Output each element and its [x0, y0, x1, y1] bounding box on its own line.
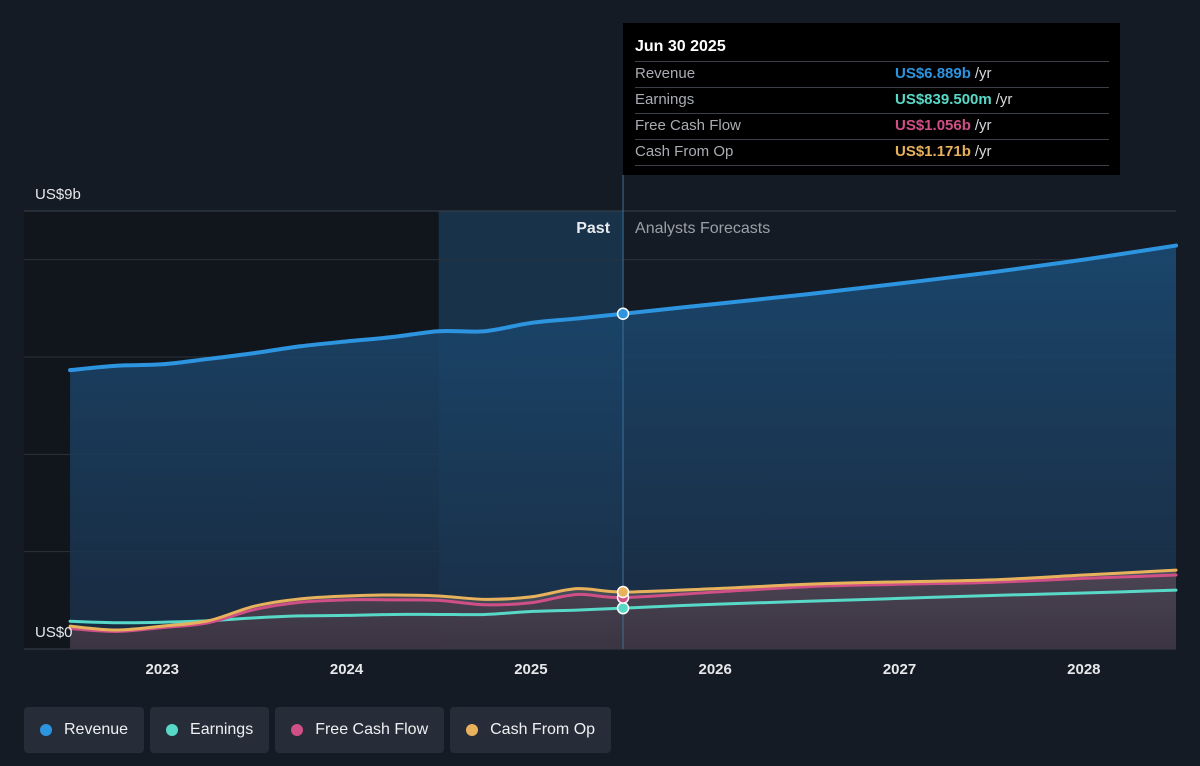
past-label: Past [576, 220, 610, 237]
chart-labels: US$9b US$0 Past Analysts Forecasts 2023 2024 2… [35, 186, 1101, 678]
tooltip-row-cash-from-op: Cash From Op US$1.171b/yr [635, 139, 1109, 166]
tooltip-row-label: Free Cash Flow [635, 117, 741, 134]
marker-earnings [616, 601, 630, 615]
tooltip-row-unit: /yr [974, 65, 992, 82]
chart-lines [68, 175, 1178, 649]
legend-dot-icon [291, 724, 304, 736]
financial-chart: US$9b US$0 Past Analysts Forecasts 2023 2024 2… [24, 175, 1178, 678]
legend-item-cash-from-op[interactable]: Cash From Op [450, 707, 612, 753]
legend-label: Free Cash Flow [315, 721, 429, 738]
legend-dot-icon [166, 724, 179, 736]
legend-item-revenue[interactable]: Revenue [24, 707, 145, 753]
legend-dot-icon [40, 724, 52, 736]
tooltip: Jun 30 2025 Revenue US$6.889b/yr Earnings U… [623, 23, 1120, 175]
x-tick-label-2026: 2026 [699, 661, 732, 678]
tooltip-row-revenue: Revenue US$6.889b/yr [635, 61, 1109, 87]
forecast-label: Analysts Forecasts [635, 220, 770, 237]
chart-legend: Revenue Earnings Free Cash Flow Cash From O… [24, 707, 612, 753]
y-axis-bottom-label: US$0 [35, 624, 73, 641]
tooltip-date: Jun 30 2025 [635, 38, 726, 55]
series-line-revenue [68, 243, 1178, 373]
legend-label: Revenue [64, 721, 129, 738]
y-axis-top-label: US$9b [35, 186, 81, 203]
x-tick-label-2024: 2024 [330, 661, 364, 678]
tooltip-row-unit: /yr [974, 143, 992, 160]
tooltip-row-value: US$1.171b [895, 143, 971, 160]
legend-item-earnings[interactable]: Earnings [150, 707, 270, 753]
tooltip-row-unit: /yr [995, 91, 1013, 108]
marker-revenue [616, 307, 630, 320]
tooltip-rows: Revenue US$6.889b/yr Earnings US$839.500m/y… [635, 61, 1109, 166]
x-tick-label-2023: 2023 [146, 661, 179, 678]
tooltip-row-label: Revenue [635, 65, 696, 82]
tooltip-row-value: US$1.056b [895, 117, 971, 134]
legend-item-free-cash-flow[interactable]: Free Cash Flow [275, 707, 445, 753]
tooltip-row-unit: /yr [974, 117, 992, 134]
series-line-cash-from-op [68, 568, 1178, 632]
legend-dot-icon [466, 724, 479, 736]
x-tick-label-2025: 2025 [514, 661, 547, 678]
x-tick-label-2028: 2028 [1067, 661, 1100, 678]
marker-cash-from-op [616, 585, 630, 599]
x-tick-label-2027: 2027 [883, 661, 916, 678]
tooltip-row-value: US$6.889b [895, 65, 971, 82]
tooltip-row-free-cash-flow: Free Cash Flow US$1.056b/yr [635, 113, 1109, 139]
legend-label: Cash From Op [490, 721, 596, 738]
tooltip-row-value: US$839.500m [895, 91, 992, 108]
tooltip-row-label: Earnings [635, 91, 695, 108]
tooltip-row-earnings: Earnings US$839.500m/yr [635, 87, 1109, 113]
series-line-free-cash-flow [68, 573, 1178, 633]
chart-markers [616, 307, 630, 615]
tooltip-row-label: Cash From Op [635, 143, 734, 160]
legend-label: Earnings [190, 721, 254, 738]
